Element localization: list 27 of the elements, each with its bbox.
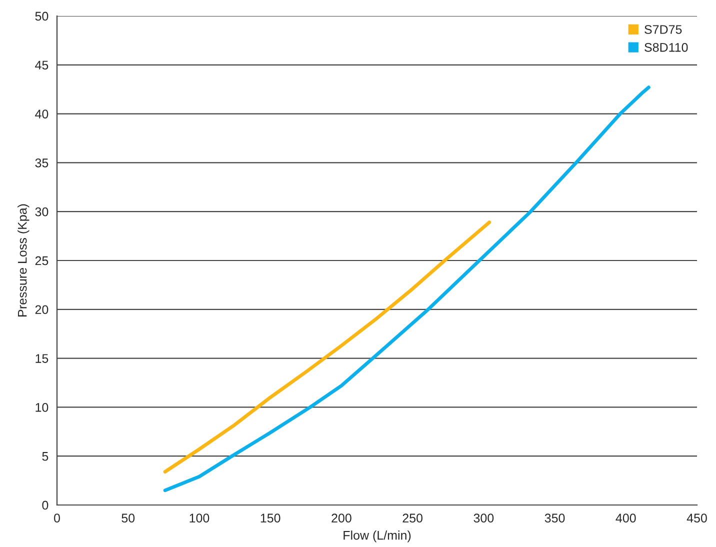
- x-axis-title: Flow (L/min): [344, 530, 411, 542]
- x-tick-label: 50: [122, 514, 135, 523]
- x-tick-label: 450: [686, 514, 707, 523]
- line-series: [163, 220, 492, 474]
- x-tick-label: 350: [544, 514, 565, 523]
- y-tick-label: 0: [42, 500, 48, 510]
- x-tick-label: 0: [54, 514, 60, 523]
- legend-label: S8D110: [644, 42, 688, 52]
- y-tick-label: 35: [35, 158, 48, 168]
- y-tick-label: 15: [36, 354, 48, 363]
- x-tick-label: 300: [474, 514, 494, 523]
- y-tick-label: 10: [36, 403, 48, 412]
- x-tick-label: 400: [616, 514, 636, 523]
- x-tick-label: 150: [260, 514, 280, 523]
- x-tick-label: 250: [402, 514, 422, 523]
- y-tick-label: 20: [35, 305, 48, 314]
- y-tick-label: 30: [35, 207, 48, 216]
- y-tick-label: 5: [42, 452, 48, 461]
- y-tick-label: 25: [35, 256, 48, 266]
- line-series: [163, 86, 650, 492]
- y-tick-label: 50: [35, 12, 48, 21]
- x-tick-label: 200: [332, 514, 352, 523]
- legend-label: S7D75: [644, 25, 682, 34]
- y-tick-label: 45: [35, 60, 48, 70]
- y-tick-label: 40: [35, 110, 48, 118]
- y-axis-title: Pressure Loss (Kpa): [18, 204, 30, 316]
- x-tick-label: 100: [190, 514, 210, 523]
